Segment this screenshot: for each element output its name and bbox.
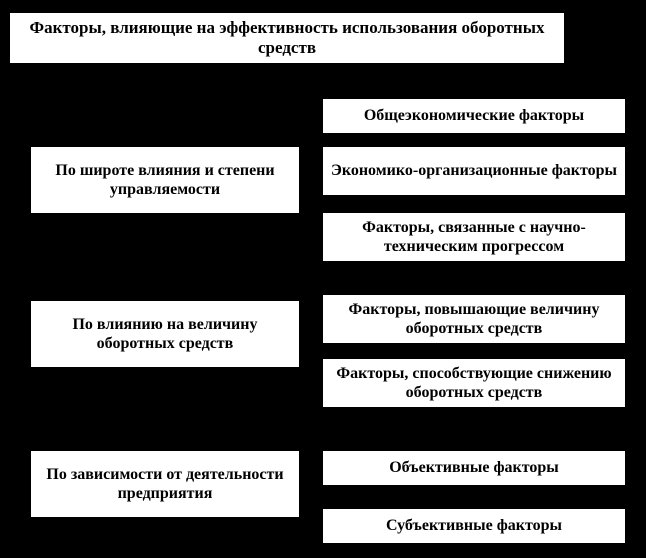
- factor-objective-box: Объективные факторы: [322, 450, 626, 486]
- factor-sci-tech-box: Факторы, связанные с научно-техническим …: [322, 212, 626, 262]
- title-box: Факторы, влияющие на эффективность испол…: [9, 12, 565, 64]
- factor-objective-label: Объективные факторы: [329, 458, 619, 477]
- title-text: Факторы, влияющие на эффективность испол…: [16, 18, 558, 59]
- factor-increase-label: Факторы, повышающие величину оборотных с…: [329, 300, 619, 338]
- factor-general-economic-label: Общеэкономические факторы: [329, 106, 619, 125]
- factor-subjective-box: Субъективные факторы: [322, 508, 626, 544]
- group-dependency-label: По зависимости от деятельности предприят…: [37, 465, 293, 503]
- factor-sci-tech-label: Факторы, связанные с научно-техническим …: [329, 218, 619, 256]
- factor-subjective-label: Субъективные факторы: [329, 516, 619, 535]
- group-magnitude-label: По влиянию на величину оборотных средств: [37, 315, 293, 353]
- factor-decrease-label: Факторы, способствующие снижению оборотн…: [329, 364, 619, 402]
- factor-increase-box: Факторы, повышающие величину оборотных с…: [322, 294, 626, 344]
- factor-decrease-box: Факторы, способствующие снижению оборотн…: [322, 358, 626, 408]
- factor-econ-org-label: Экономико-организационные факторы: [329, 161, 619, 180]
- diagram-canvas: Факторы, влияющие на эффективность испол…: [0, 0, 646, 558]
- factor-econ-org-box: Экономико-организационные факторы: [322, 146, 626, 196]
- group-magnitude-box: По влиянию на величину оборотных средств: [30, 300, 300, 368]
- group-dependency-box: По зависимости от деятельности предприят…: [30, 450, 300, 518]
- group-breadth-label: По широте влияния и степени управляемост…: [37, 161, 293, 199]
- factor-general-economic-box: Общеэкономические факторы: [322, 98, 626, 134]
- group-breadth-box: По широте влияния и степени управляемост…: [30, 146, 300, 214]
